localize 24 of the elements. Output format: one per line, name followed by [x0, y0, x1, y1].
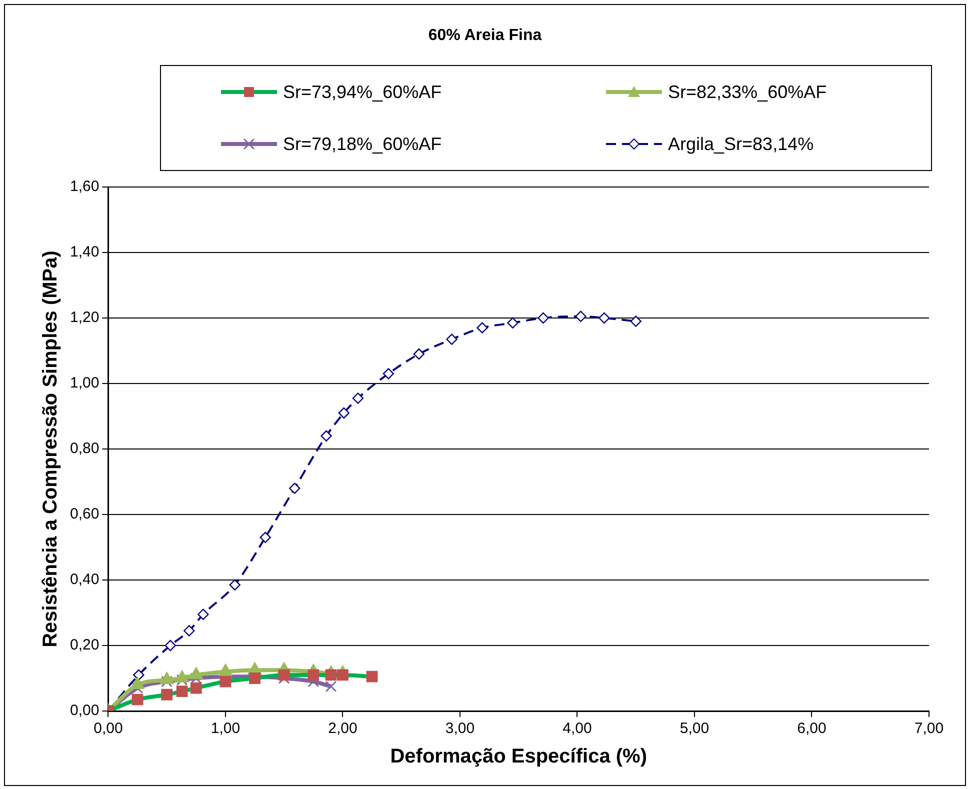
y-axis-title: Resistência a Compressão Simples (MPa): [40, 250, 62, 648]
x-tick-label: 2,00: [328, 720, 358, 738]
y-tick-label: 0,80: [70, 440, 100, 458]
x-tick-label: 5,00: [680, 720, 710, 738]
chart-title: 60% Areia Fina: [427, 27, 543, 45]
legend-label: Sr=82,33%_60%AF: [668, 82, 827, 102]
y-tick-label: 0,60: [70, 506, 100, 523]
x-tick-label: 3,00: [445, 720, 475, 738]
legend-label: Argila_Sr=83,14%: [668, 134, 814, 154]
x-tick-label: 7,00: [914, 720, 944, 738]
y-tick-label: 0,00: [70, 702, 100, 720]
y-tick-label: 1,00: [70, 374, 100, 392]
x-tick-label: 6,00: [797, 720, 826, 738]
legend-label: Sr=79,18%_60%AF: [283, 134, 442, 154]
x-tick-label: 4,00: [562, 720, 592, 738]
x-tick-label: 1,00: [210, 720, 240, 738]
legend-label: Sr=73,94%_60%AF: [283, 82, 442, 102]
y-tick-label: 0,20: [70, 636, 100, 654]
y-tick-label: 1,20: [70, 309, 100, 326]
x-axis-title: Deformação Específica (%): [390, 746, 647, 768]
y-tick-label: 1,60: [70, 178, 100, 196]
x-tick-label: 0,00: [94, 720, 123, 738]
y-tick-label: 1,40: [70, 244, 100, 261]
y-tick-label: 0,40: [70, 571, 100, 588]
